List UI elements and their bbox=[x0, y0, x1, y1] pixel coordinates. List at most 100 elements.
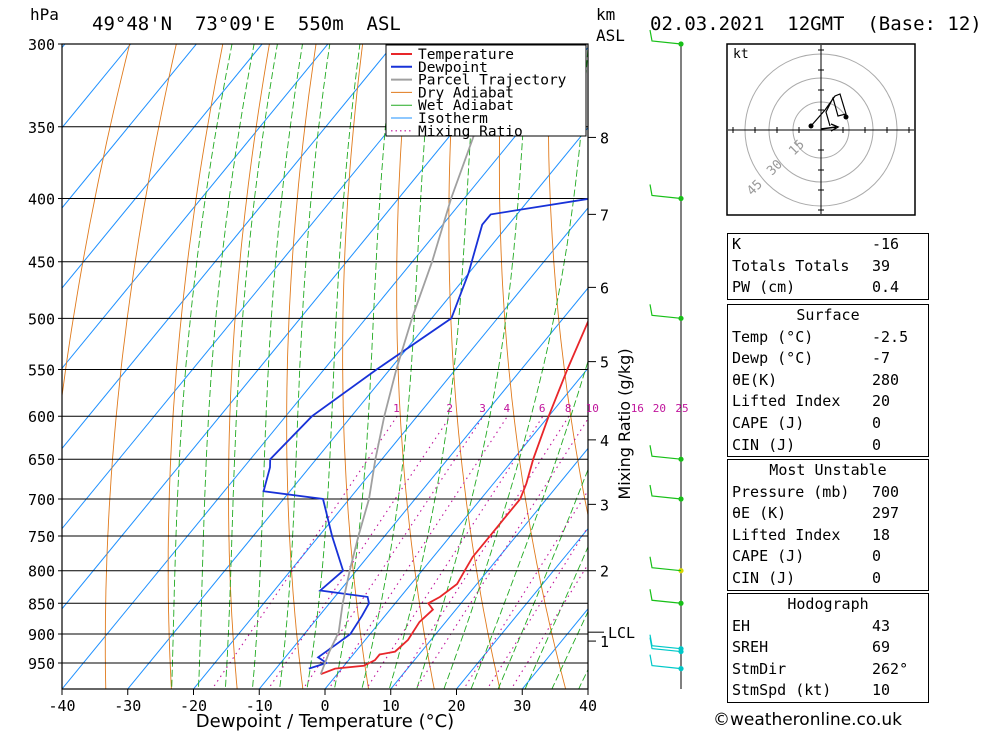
hodograph-stats-title: Hodograph bbox=[787, 595, 869, 613]
hodograph-trace bbox=[810, 93, 847, 127]
most-unstable-label: θE (K) bbox=[732, 504, 787, 523]
mixing-ratio-line bbox=[365, 415, 544, 689]
hpa-label: hPa bbox=[30, 5, 59, 24]
surface-row: CIN (J) 0 bbox=[728, 435, 928, 457]
hodograph-stat-row: StmSpd (kt) 10 bbox=[728, 680, 928, 702]
isotherm-line bbox=[62, 44, 395, 450]
hodograph-stat-label: StmSpd (kt) bbox=[732, 681, 832, 700]
surface-value: -7 bbox=[872, 349, 891, 368]
hodograph-point bbox=[808, 123, 814, 129]
hodograph-stat-row: SREH 69 bbox=[728, 637, 928, 659]
hodograph-stat-label: StmDir bbox=[732, 659, 787, 678]
pressure-tick-label: 400 bbox=[28, 190, 55, 208]
x-tick-label: 0 bbox=[320, 697, 329, 715]
legend-entry: Isotherm bbox=[418, 111, 488, 127]
isotherm-line bbox=[62, 44, 132, 129]
km-tick-label: 2 bbox=[600, 563, 609, 581]
isotherm-line bbox=[390, 447, 588, 689]
surface-row: Dewp (°C) -7 bbox=[728, 348, 928, 370]
isotherm-line bbox=[127, 126, 588, 689]
mixing-ratio-line bbox=[211, 415, 398, 689]
km-tick-label: 6 bbox=[600, 279, 609, 297]
surface-label: Temp (°C) bbox=[732, 327, 814, 346]
wet-adiabat-line bbox=[251, 44, 303, 689]
hodograph-stat-row: StmDir 262° bbox=[728, 659, 928, 681]
surface-title: Surface bbox=[796, 306, 860, 324]
series-parcel-trajectory bbox=[319, 44, 513, 675]
hodograph-stat-label: EH bbox=[732, 616, 751, 635]
most-unstable-value: 700 bbox=[872, 482, 900, 501]
pressure-tick-label: 550 bbox=[28, 362, 55, 380]
x-axis-label: Dewpoint / Temperature (°C) bbox=[196, 711, 454, 732]
mixing-ratio-axis-label: Mixing Ratio (g/kg) bbox=[615, 348, 634, 499]
most-unstable-row: CIN (J) 0 bbox=[728, 568, 928, 590]
x-tick-label: 30 bbox=[513, 697, 531, 715]
isotherm-line bbox=[258, 287, 588, 689]
wet-adiabat-line bbox=[279, 44, 331, 689]
wind-barb bbox=[649, 654, 682, 670]
hodograph-stat-value: 43 bbox=[872, 616, 891, 635]
legend-entry: Dry Adiabat bbox=[418, 85, 514, 101]
wind-barb bbox=[649, 304, 682, 319]
wet-adiabat-line bbox=[551, 610, 588, 689]
mixing-ratio-label: 3 bbox=[479, 402, 486, 415]
mixing-ratio-label: 6 bbox=[539, 402, 546, 415]
isotherm-line bbox=[62, 44, 329, 370]
datetime-title: 02.03.2021 12GMT (Base: 12) bbox=[650, 13, 982, 35]
mixing-ratio-label: 2 bbox=[446, 402, 453, 415]
hodograph-unit: kt bbox=[733, 47, 749, 62]
mixing-ratio-line bbox=[510, 563, 588, 689]
isotherm-line bbox=[324, 367, 588, 689]
most-unstable-row: Lifted Index 18 bbox=[728, 525, 928, 547]
dry-adiabat-line bbox=[952, 0, 1000, 717]
hodograph-stat-row: EH 43 bbox=[728, 616, 928, 638]
dry-adiabat-line bbox=[996, 0, 1000, 717]
pressure-tick-label: 500 bbox=[28, 310, 55, 328]
hodograph-stat-value: 10 bbox=[872, 681, 891, 700]
x-tick-label: -20 bbox=[180, 697, 207, 715]
pressure-tick-label: 450 bbox=[28, 254, 55, 272]
most-unstable-row: θE (K) 297 bbox=[728, 503, 928, 525]
most-unstable-value: 0 bbox=[872, 568, 882, 587]
pressure-tick-label: 800 bbox=[28, 563, 55, 581]
wind-barb bbox=[649, 556, 682, 572]
legend-entry: Temperature bbox=[418, 47, 514, 63]
surface-label: Lifted Index bbox=[732, 392, 841, 411]
wind-barb bbox=[649, 589, 682, 604]
location-title: 49°48'N 73°09'E 550m ASL bbox=[92, 13, 401, 35]
legend-entry: Mixing Ratio bbox=[418, 124, 523, 140]
surface-label: Dewp (°C) bbox=[732, 349, 814, 368]
tt-label: Totals Totals bbox=[732, 256, 850, 275]
isotherm-line bbox=[455, 527, 588, 689]
legend-entry: Wet Adiabat bbox=[418, 98, 514, 114]
surface-row: Temp (°C) -2.5 bbox=[728, 327, 928, 349]
surface-row: CAPE (J) 0 bbox=[728, 413, 928, 435]
most-unstable-value: 297 bbox=[872, 504, 900, 523]
wind-barb bbox=[649, 637, 682, 653]
km-label: km bbox=[596, 5, 615, 24]
isotherm-line bbox=[62, 44, 66, 49]
x-tick-label: -40 bbox=[48, 697, 75, 715]
km-tick-label: 3 bbox=[600, 496, 609, 514]
isotherm-line bbox=[62, 44, 198, 209]
surface-label: θE(K) bbox=[732, 370, 778, 389]
k-value: -16 bbox=[872, 235, 900, 253]
most-unstable-label: Pressure (mb) bbox=[732, 482, 850, 501]
dry-adiabat-line bbox=[62, 44, 131, 400]
pressure-tick-label: 750 bbox=[28, 528, 55, 546]
mixing-ratio-label: 4 bbox=[504, 402, 511, 415]
wet-adiabat-line bbox=[306, 44, 361, 689]
tt-value: 39 bbox=[872, 256, 891, 275]
surface-value: 0 bbox=[872, 435, 882, 454]
wind-barb bbox=[649, 29, 682, 45]
most-unstable-title: Most Unstable bbox=[769, 461, 887, 479]
dry-adiabat-line bbox=[104, 44, 177, 689]
most-unstable-row: CAPE (J) 0 bbox=[728, 546, 928, 568]
wind-barb-dot bbox=[678, 568, 684, 574]
isotherm-line bbox=[192, 207, 588, 689]
km-tick-label: 4 bbox=[600, 432, 609, 450]
surface-label: CAPE (J) bbox=[732, 413, 805, 432]
isotherm-line bbox=[62, 44, 263, 289]
